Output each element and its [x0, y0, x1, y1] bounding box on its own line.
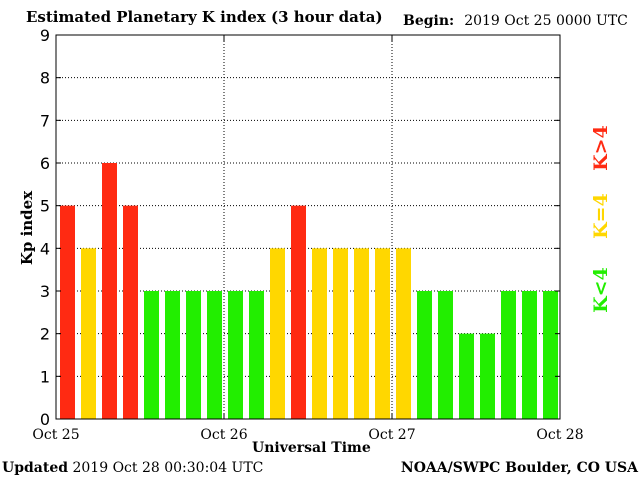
y-tick-label: 1 [40, 367, 50, 386]
kp-bar [459, 333, 474, 419]
y-tick-label: 4 [40, 239, 50, 258]
plot-frame [55, 34, 561, 420]
y-tick-label: 5 [40, 197, 50, 216]
kp-bar [165, 291, 180, 419]
y-tick-label: 0 [40, 410, 50, 429]
kp-bar [60, 205, 75, 419]
y-tick-label: 3 [40, 282, 50, 301]
kp-bar [81, 248, 96, 419]
y-tick-label: 7 [40, 111, 50, 130]
x-tick-label: Oct 27 [368, 427, 415, 443]
kp-bar [543, 291, 558, 419]
kp-bar [438, 291, 453, 419]
begin-value: 2019 Oct 25 0000 UTC [464, 13, 628, 29]
begin-label: Begin: [403, 13, 455, 29]
x-tick-label: Oct 25 [32, 427, 79, 443]
kp-bar [102, 163, 117, 419]
y-tick-label: 6 [40, 154, 50, 173]
kp-bar [123, 205, 138, 419]
kp-bar [480, 333, 495, 419]
kp-bar [417, 291, 432, 419]
kp-bar [312, 248, 327, 419]
kp-bar [186, 291, 201, 419]
y-tick-label: 8 [40, 69, 50, 88]
kp-bar [333, 248, 348, 419]
y-tick-label: 2 [40, 325, 50, 344]
x-tick-label: Oct 26 [200, 427, 247, 443]
updated-info: Updated 2019 Oct 28 00:30:04 UTC [2, 460, 263, 476]
kp-bar [354, 248, 369, 419]
kp-bar [270, 248, 285, 419]
updated-label: Updated [2, 460, 69, 476]
kp-bar [501, 291, 516, 419]
kp-bar [207, 291, 222, 419]
x-axis-label: Universal Time [252, 440, 371, 456]
kp-bar [249, 291, 264, 419]
chart-title: Estimated Planetary K index (3 hour data… [26, 8, 383, 26]
kp-bar [291, 205, 306, 419]
credit-text: NOAA/SWPC Boulder, CO USA [400, 460, 638, 476]
x-tick-label: Oct 28 [536, 427, 583, 443]
kp-bar [522, 291, 537, 419]
kp-bar [144, 291, 159, 419]
updated-value: 2019 Oct 28 00:30:04 UTC [72, 460, 264, 476]
begin-info: Begin: 2019 Oct 25 0000 UTC [403, 13, 628, 29]
kp-bar [375, 248, 390, 419]
kp-bar [228, 291, 243, 419]
kp-bar [396, 248, 411, 419]
y-tick-label: 9 [40, 26, 50, 45]
